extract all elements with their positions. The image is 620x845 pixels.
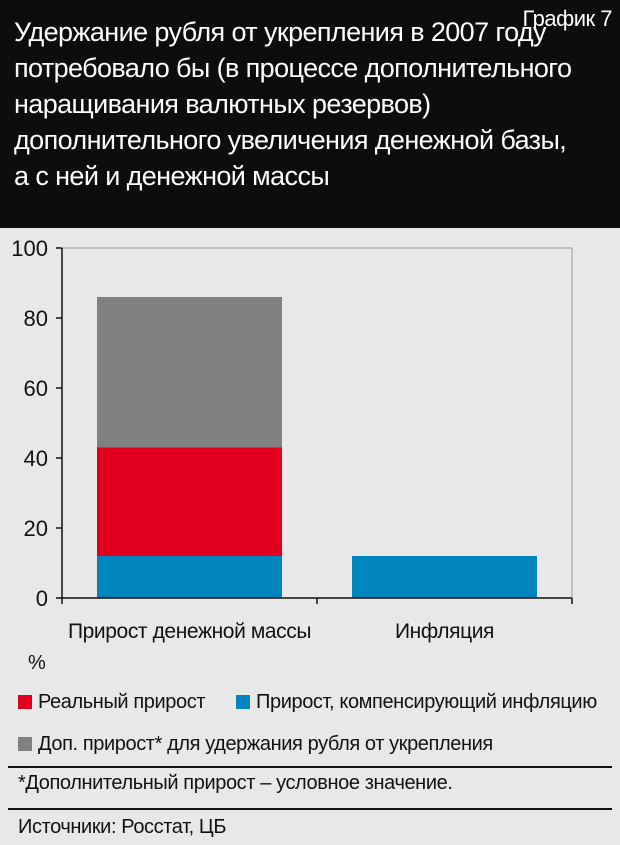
sources-note: Источники: Росстат, ЦБ xyxy=(18,816,227,838)
legend-label: Реальный прирост xyxy=(38,690,206,713)
y-tick-label: 60 xyxy=(24,376,48,401)
y-tick-label: 40 xyxy=(24,446,48,471)
footnote: *Дополнительный прирост – условное значе… xyxy=(18,772,453,794)
graph-number: График 7 xyxy=(522,6,612,31)
y-axis-unit-label: % xyxy=(28,652,46,673)
legend-swatch-gray xyxy=(18,737,32,751)
legend-swatch-red xyxy=(18,695,32,709)
x-category-label: Прирост денежной массы xyxy=(68,620,311,643)
bar-segment-1 xyxy=(97,447,282,556)
y-tick-label: 20 xyxy=(24,516,48,541)
legend-item-additional-growth: Доп. прирост* для удержания рубля от укр… xyxy=(18,732,493,756)
legend-swatch-blue xyxy=(236,695,250,709)
chart-area: 0 20 40 60 80 100 Прирост денежной массы Инфля… xyxy=(0,228,620,674)
legend-item-inflation-compensation: Прирост, компенсирующий инфляцию xyxy=(236,690,597,714)
legend-item-real-growth: Реальный прирост xyxy=(18,690,205,714)
y-tick-label: 80 xyxy=(24,306,48,331)
divider xyxy=(8,808,612,810)
legend-label: Доп. прирост* для удержания рубля от укр… xyxy=(38,732,493,755)
y-tick-label: 0 xyxy=(36,586,48,611)
bar-chart: 0 20 40 60 80 100 Прирост денежной массы Инфля… xyxy=(11,236,573,674)
y-tick-label: 100 xyxy=(11,236,48,261)
bar-segment-0 xyxy=(97,556,282,598)
chart-header: График 7 Удержание рубля от укрепления в… xyxy=(0,0,620,228)
x-category-label: Инфляция xyxy=(395,620,494,643)
divider xyxy=(8,766,612,768)
chart-title: Удержание рубля от укрепления в 2007 год… xyxy=(14,17,572,191)
bar-segment-0 xyxy=(352,556,537,598)
legend-label: Прирост, компенсирующий инфляцию xyxy=(256,690,597,713)
bar-segment-2 xyxy=(97,297,282,448)
